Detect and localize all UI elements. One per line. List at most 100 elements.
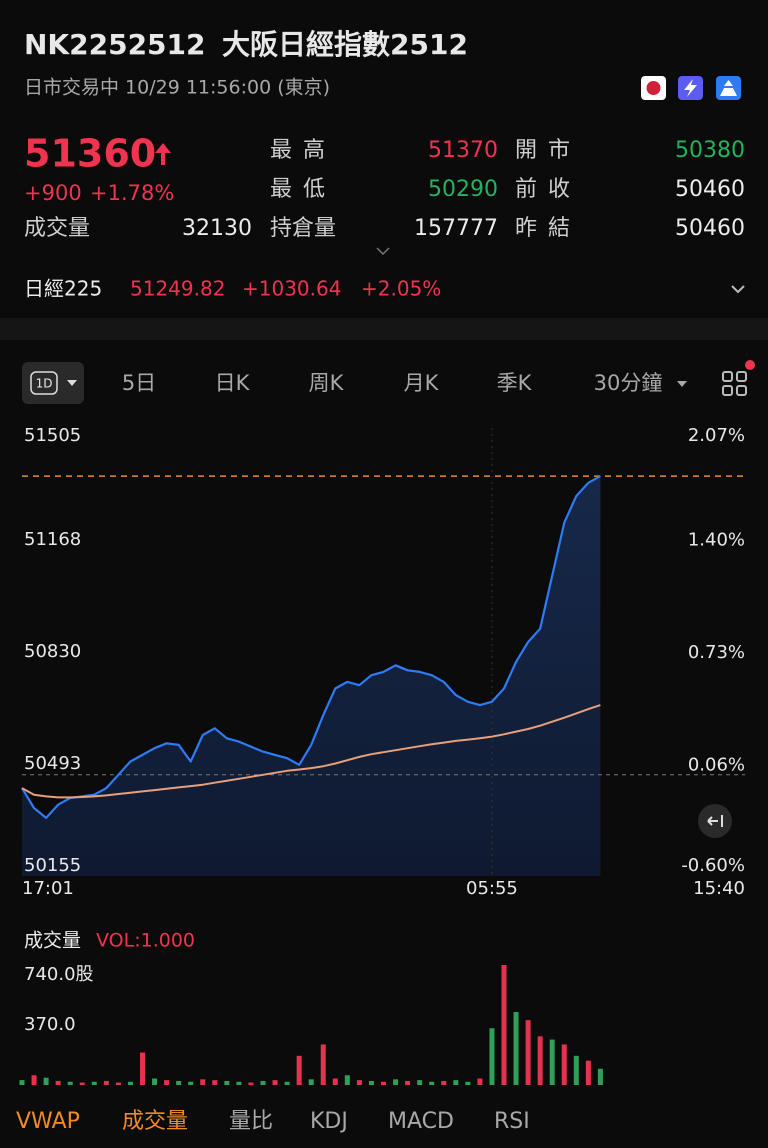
volume-bar [236,1081,242,1085]
volume-bar [597,1068,603,1085]
tab-badge [30,371,58,395]
volume-bar [525,1020,531,1085]
tab[interactable]: 周K [309,371,345,395]
volume-bar [537,1036,543,1085]
volume-bar [296,1055,302,1085]
stat-value: 157777 [414,216,498,241]
index-chevron[interactable] [731,285,745,294]
y-tick-label: 51168 [24,529,81,550]
change: +900 [24,181,82,205]
y2-tick-label: 2.07% [688,425,745,446]
y-tick-label: 370.0 [24,1014,76,1035]
button-icon [707,815,723,827]
volume-bar [55,1080,61,1085]
volume-bar [465,1081,471,1085]
volume-bar [127,1081,133,1085]
volume-bar [248,1082,254,1085]
x-tick-label: 15:40 [693,878,745,899]
x-tick-label: 05:55 [466,878,518,899]
volume-bar [381,1081,386,1085]
stat-value: 50380 [675,138,745,163]
y-tick-label: 51505 [24,425,81,446]
volume-bar [549,1039,555,1085]
volume-bar [188,1081,194,1085]
tab[interactable]: 5日 [122,371,156,395]
stat-label: 前 收 [515,177,572,202]
change-pct: +1.78% [90,181,174,205]
x-tick-label: 17:01 [22,878,74,899]
volume-bar [224,1080,230,1085]
volume-bar [103,1080,109,1085]
volume-bar [441,1080,447,1085]
volume-bar [308,1079,314,1085]
y-tick-label: 50493 [24,753,81,774]
volume-bar [284,1081,290,1085]
badges [641,76,741,100]
volume-bar [272,1080,278,1085]
indicator-tab[interactable]: RSI [494,1109,530,1134]
volume-bar [489,1028,495,1085]
volume-bar [200,1079,206,1085]
indicator-tab[interactable]: 成交量 [122,1109,188,1134]
indicator-tab[interactable]: KDJ [310,1109,348,1134]
volume-bar [393,1079,399,1085]
indicator-tab[interactable]: MACD [388,1109,454,1134]
tab[interactable]: 1D [36,377,53,391]
volume-bar [260,1080,266,1085]
period-tabs: 1D 5日 日K 周K 月K 季K 30分鐘 [22,360,755,404]
volume-bar [477,1078,483,1085]
notification-dot [745,360,755,370]
volume-bar [356,1080,362,1085]
stat-label: 開 市 [515,138,572,163]
volume-bar [344,1075,350,1085]
y2-tick-label: -0.60% [681,855,745,876]
gold-icon [720,80,737,96]
tab[interactable]: 日K [215,371,251,395]
tab[interactable]: 季K [497,371,533,395]
market-status: 日市交易中 10/29 11:56:00 (東京) [24,77,330,99]
index-value: 51249.82 [130,277,225,301]
flag-dot [646,81,661,95]
up-arrow [155,143,171,165]
index-change: +1030.64 [242,277,341,301]
price-line [21,475,601,819]
y-tick-label: 50830 [24,641,81,662]
y-tick-label: 50155 [24,855,81,876]
indicator-tab[interactable]: 量比 [229,1109,273,1134]
volume-bar [140,1052,145,1085]
stat-label: 昨 結 [515,216,572,241]
volume-bar [405,1080,411,1085]
stat-label: 最 低 [270,177,327,202]
reset-button[interactable] [698,804,732,838]
dropdown [67,380,77,386]
tab[interactable]: 30分鐘 [594,371,663,395]
vwap-line [21,704,601,799]
bolt [684,79,697,97]
volume-bar [31,1075,37,1085]
y-tick-label: 740.0股 [24,964,94,985]
dropdown [677,381,687,387]
expand-chevron[interactable] [376,247,390,256]
volume-bar [368,1080,374,1085]
stat-label: 成交量 [24,216,90,241]
volume-bar [320,1044,326,1085]
stat-value: 32130 [182,216,252,241]
volume-bar [164,1080,170,1085]
volume-label: VOL:1.000 [96,930,195,952]
volume-bar [176,1080,182,1085]
stat-value: 50460 [675,177,745,202]
volume-bar [561,1044,567,1085]
volume-title: 成交量 [24,930,81,952]
volume-bar [332,1078,338,1085]
index-change-pct: +2.05% [361,277,441,301]
volume-bar [429,1081,435,1085]
volume-bar [453,1080,459,1085]
volume-bar [152,1078,158,1085]
tab[interactable]: 月K [404,371,440,395]
indicator-tab[interactable]: VWAP [16,1109,80,1134]
layout-icon[interactable] [722,371,747,396]
index-name: 日經225 [24,277,102,301]
volume-bar [91,1081,97,1085]
